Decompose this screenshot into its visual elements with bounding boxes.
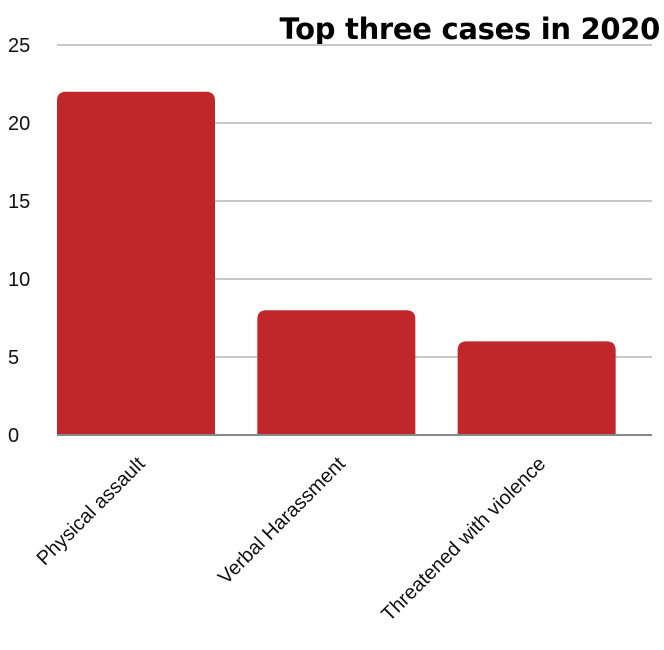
bar (457, 341, 616, 435)
bars (57, 91, 616, 436)
x-category-label: Threatened with violence (377, 453, 550, 626)
y-tick-label: 25 (8, 35, 30, 57)
bar (57, 91, 215, 436)
y-tick-label: 15 (8, 191, 30, 213)
x-category-label: Physical assault (33, 453, 150, 570)
bar (257, 310, 416, 435)
chart-title: Top three cases in 2020 (279, 12, 661, 46)
x-axis-labels: Physical assault Verbal Harassment Threate… (33, 453, 551, 626)
y-tick-label: 0 (8, 425, 19, 447)
y-axis-ticks: 0 5 10 15 20 25 (8, 35, 30, 447)
x-category-label: Verbal Harassment (214, 453, 350, 589)
y-tick-label: 20 (8, 113, 30, 135)
y-tick-label: 10 (8, 269, 30, 291)
y-tick-label: 5 (8, 347, 19, 369)
